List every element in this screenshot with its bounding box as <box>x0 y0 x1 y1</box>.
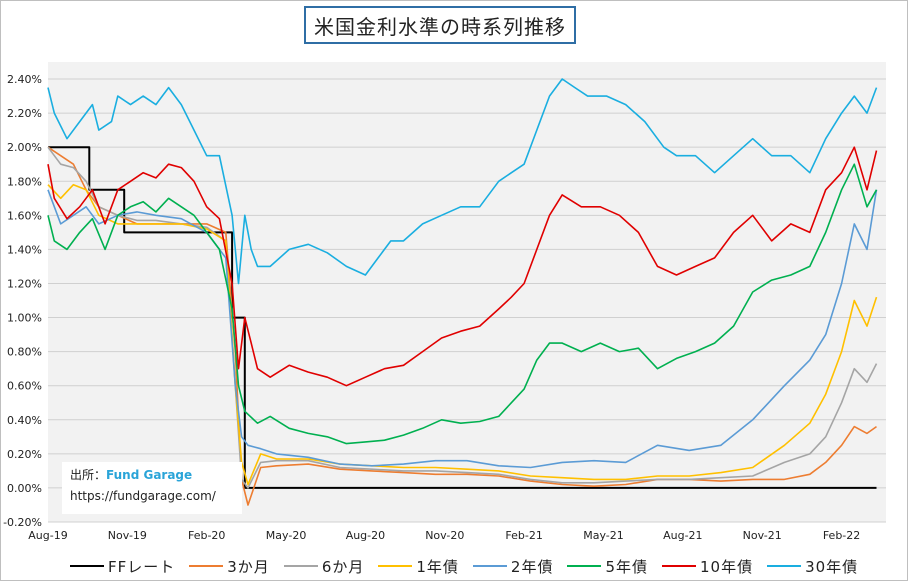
legend-swatch <box>472 565 507 567</box>
y-tick-label: -0.20% <box>3 516 42 529</box>
source-prefix: 出所： <box>70 468 107 482</box>
y-tick-label: 1.60% <box>7 209 42 222</box>
y-tick-label: 0.80% <box>7 346 42 359</box>
source-name: Fund Garage <box>106 468 193 482</box>
y-tick-label: 1.80% <box>7 175 42 188</box>
y-axis-ticks: -0.20% 0.00% 0.20% 0.40% 0.60% 0.80% 1.00% 1.20… <box>3 73 42 529</box>
series-line <box>47 146 878 489</box>
legend-swatch <box>567 565 602 567</box>
y-tick-label: 1.00% <box>7 312 42 325</box>
legend-label: 6か月 <box>321 557 365 576</box>
legend-label: 5年債 <box>605 557 648 576</box>
x-tick-label: Aug-21 <box>663 529 702 542</box>
y-tick-label: 0.20% <box>7 448 42 461</box>
y-tick-label: 2.40% <box>7 73 42 86</box>
legend-label: 1年債 <box>416 557 459 576</box>
x-tick-label: Feb-22 <box>823 529 860 542</box>
chart-title: 米国金利水準の時系列推移 <box>304 6 576 44</box>
x-tick-label: Aug-20 <box>346 529 385 542</box>
series-line <box>47 146 878 387</box>
series-line <box>48 146 877 489</box>
series-line <box>47 163 878 445</box>
legend: FFレート 3か月 6か月 1年債 2年債 5年債 10年債 30年債 <box>70 556 872 576</box>
y-tick-label: 1.40% <box>7 243 42 256</box>
x-axis-ticks: Aug-19 Nov-19 Feb-20 May-20 Aug-20 Nov-20 Feb-… <box>28 529 860 542</box>
legend-swatch <box>283 565 318 567</box>
source-note: 出所：Fund Garage https://fundgarage.com/ <box>62 462 242 514</box>
legend-swatch <box>378 565 413 567</box>
legend-swatch <box>767 565 802 567</box>
series-line <box>47 183 878 486</box>
x-tick-label: Aug-19 <box>28 529 67 542</box>
legend-label: 10年債 <box>700 557 754 576</box>
plot-area <box>48 62 886 522</box>
x-tick-label: May-20 <box>266 529 307 542</box>
legend-label: 2年債 <box>510 557 554 576</box>
y-tick-label: 0.40% <box>7 414 42 427</box>
legend-item: 10年債 <box>662 556 753 577</box>
y-tick-label: 2.00% <box>7 141 42 154</box>
legend-swatch <box>189 565 224 567</box>
x-tick-label: Feb-21 <box>505 529 542 542</box>
y-tick-label: 0.60% <box>7 380 42 393</box>
x-tick-label: May-21 <box>583 529 624 542</box>
legend-label: FFレート <box>108 557 176 576</box>
x-tick-label: Feb-20 <box>188 529 225 542</box>
x-tick-label: Nov-21 <box>743 529 782 542</box>
legend-label: 30年債 <box>805 557 859 576</box>
legend-swatch <box>662 565 696 567</box>
source-url: https://fundgarage.com/ <box>70 489 216 503</box>
legend-label: 3か月 <box>227 557 270 576</box>
y-tick-label: 0.00% <box>7 482 42 495</box>
x-tick-label: Nov-20 <box>425 529 464 542</box>
legend-item: 5年債 <box>567 556 648 577</box>
y-tick-label: 2.20% <box>7 107 42 120</box>
legend-item: 3か月 <box>189 556 270 577</box>
legend-item: 2年債 <box>472 556 554 577</box>
legend-item: FFレート <box>70 556 175 577</box>
legend-swatch <box>70 565 104 567</box>
series-line <box>47 189 878 469</box>
legend-item: 30年債 <box>767 556 858 577</box>
legend-item: 6か月 <box>283 556 365 577</box>
y-tick-label: 1.20% <box>7 277 42 290</box>
source-line: 出所：Fund Garage <box>70 466 192 483</box>
grid <box>48 78 886 523</box>
x-tick-label: Nov-19 <box>108 529 147 542</box>
legend-item: 1年債 <box>378 556 459 577</box>
series-line <box>47 78 878 285</box>
series-lines <box>47 78 878 506</box>
